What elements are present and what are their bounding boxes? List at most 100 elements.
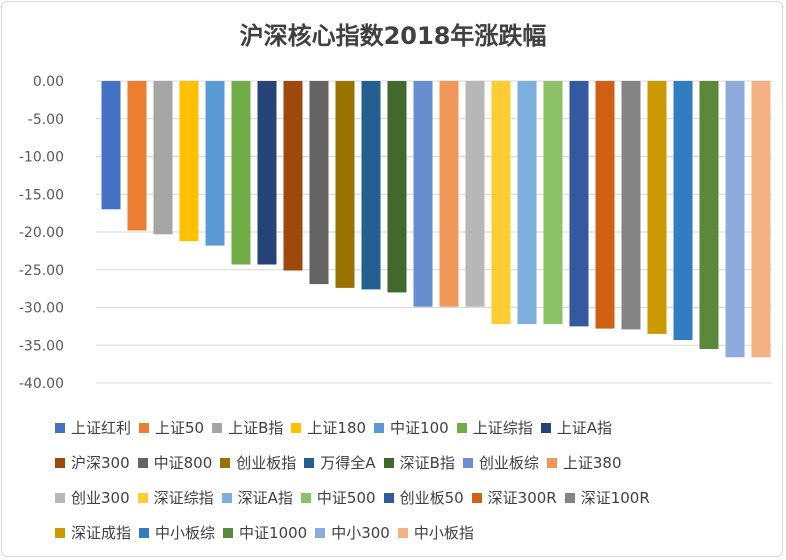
legend-swatch [291,422,302,433]
legend-swatch [374,422,385,433]
legend-swatch [55,457,65,468]
legend-row: 创业300 深证综指 深证A指 中证500 创业板50 深证300R 深证100R [55,480,775,515]
bar-沪深300 [283,81,303,271]
bar-创业板50 [569,81,589,327]
legend-item: 上证红利 [55,417,131,438]
legend-label: 中小300 [331,524,390,542]
legend-item: 沪深300 [55,452,130,473]
legend-item: 深证成指 [55,522,131,543]
bar-深证B指 [387,81,407,293]
legend-item: 上证B指 [212,417,283,438]
legend-label: 创业板指 [236,454,297,472]
bar-中证100 [205,81,225,246]
legend-item: 中小板指 [397,522,474,543]
bar-深证综指 [491,81,511,325]
legend-swatch [304,457,315,468]
y-tick-label: -25.00 [19,263,64,279]
legend-swatch [137,457,148,468]
legend-item: 万得全A [304,452,376,473]
legend-item: 深证A指 [221,487,293,508]
legend-item: 深证100R [564,487,650,508]
bar-中小板综 [673,81,693,340]
legend-swatch [220,457,231,468]
bar-上证综指 [231,81,251,265]
legend-swatch [55,492,65,503]
bar-中小板指 [751,81,771,358]
bar-万得全A [361,81,381,290]
bar-创业板指 [335,81,355,288]
bar-中证1000 [699,81,719,349]
y-tick-label: -20.00 [19,225,64,241]
legend-item: 上证380 [546,452,622,473]
legend-row: 上证红利 上证50 上证B指 上证180 中证100 上证综指 上证A指 [55,410,775,445]
legend-label: 深证100R [580,489,650,507]
bar-上证A指 [257,81,277,265]
legend-label: 上证红利 [71,419,132,437]
bar-中证500 [543,81,563,325]
y-tick-label: -40.00 [19,376,64,392]
legend-swatch [212,422,223,433]
bar-上证180 [179,81,199,242]
legend-label: 创业300 [71,489,130,507]
legend-swatch [300,492,311,503]
legend-item: 上证A指 [540,417,612,438]
legend-item: 上证50 [139,417,204,438]
legend-swatch [223,527,234,538]
legend-swatch [546,457,557,468]
legend-label: 创业板综 [478,454,539,472]
legend-swatch [383,457,394,468]
legend-item: 中证100 [374,417,449,438]
legend-swatch [383,492,394,503]
legend-label: 沪深300 [71,454,130,472]
bar-深证100R [621,81,641,330]
bar-深证成指 [647,81,667,334]
legend-label: 深证300R [487,489,557,507]
legend-item: 创业300 [55,487,130,508]
legend-label: 中证800 [153,454,213,472]
bar-创业板综 [413,81,433,307]
bar-深证A指 [517,81,537,325]
legend-label: 中证500 [316,489,376,507]
legend-label: 深证B指 [399,454,455,472]
bar-深证300R [595,81,615,329]
legend-label: 创业板50 [399,489,464,507]
y-tick-label: -15.00 [19,187,64,203]
legend-swatch [564,492,575,503]
legend-item: 上证综指 [456,417,533,438]
legend-item: 创业板综 [462,452,539,473]
legend-swatch [456,422,467,433]
legend-label: 中证1000 [239,524,308,542]
y-tick-label: -10.00 [19,150,64,166]
legend-label: 中证100 [390,419,449,437]
legend-swatch [55,422,65,433]
legend-row: 沪深300 中证800 创业板指 万得全A 深证B指 创业板综 上证380 [55,445,775,480]
legend-label: 万得全A [320,454,376,472]
chart-title: 沪深核心指数2018年涨跌幅 [239,22,547,50]
legend-item: 创业板指 [220,452,296,473]
legend-item: 中证800 [137,452,213,473]
legend-swatch [139,527,150,538]
bar-上证B指 [153,81,173,235]
legend-swatch [397,527,408,538]
legend-item: 中证1000 [223,522,307,543]
legend-item: 深证B指 [383,452,455,473]
legend-swatch [139,422,150,433]
legend-swatch [221,492,232,503]
legend-label: 中小板综 [155,524,216,542]
legend-item: 深证综指 [137,487,214,508]
legend-item: 中证500 [300,487,376,508]
chart-legend: 上证红利 上证50 上证B指 上证180 中证100 上证综指 上证A指 沪深300 中证800… [55,410,775,550]
legend-label: 上证380 [562,454,622,472]
legend-label: 中小板指 [413,524,474,542]
bar-中证800 [309,81,329,285]
legend-label: 上证综指 [472,419,533,437]
bar-中小300 [725,81,745,358]
legend-label: 深证A指 [237,489,293,507]
legend-swatch [540,422,551,433]
legend-swatch [462,457,473,468]
y-tick-label: -5.00 [28,112,64,128]
bar-上证380 [439,81,459,307]
legend-swatch [55,527,65,538]
bar-创业300 [465,81,485,307]
bar-上证50 [127,81,147,231]
